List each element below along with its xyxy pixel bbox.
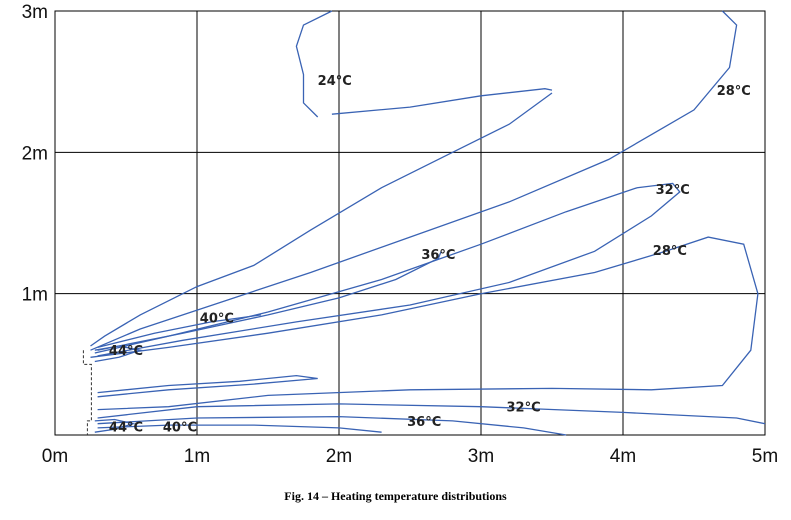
y-tick-label: 3m <box>22 2 48 23</box>
x-tick-label: 0m <box>42 446 68 467</box>
grid-lines <box>55 11 765 435</box>
contour-line <box>90 92 553 347</box>
contour-label: 24°C <box>318 74 352 89</box>
contour-line <box>97 374 318 398</box>
contour-line <box>97 415 567 436</box>
contour-line <box>331 88 553 115</box>
contour-label: 36°C <box>407 415 441 430</box>
x-tick-label: 4m <box>610 446 636 467</box>
axes <box>54 10 766 436</box>
contour-label: 44°C <box>109 344 143 359</box>
contour-line <box>90 10 738 351</box>
contour-line <box>97 403 766 425</box>
y-tick-label: 1m <box>22 285 48 306</box>
contour-line <box>97 251 442 351</box>
contour-label: 32°C <box>656 183 690 198</box>
x-tick-label: 3m <box>468 446 494 467</box>
contour-chart: 24°C 28°C 32°C 36°C 28°C 40°C 44°C 32°C 36°C 44°C… <box>22 2 779 467</box>
contour-label: 40°C <box>163 420 197 435</box>
contour-line <box>94 418 136 433</box>
figure-caption: Fig. 14 – Heating temperature distributi… <box>284 489 507 503</box>
contour-line <box>94 182 681 357</box>
x-tick-label: 1m <box>184 446 210 467</box>
plot-frame <box>54 10 766 436</box>
contour-label: 28°C <box>653 244 687 259</box>
contour-line <box>295 10 333 118</box>
contour-label: 28°C <box>717 84 751 99</box>
contour-label: 36°C <box>421 248 455 263</box>
tick-labels: 0m 1m 2m 3m 4m 5m 3m 2m 1m <box>22 2 779 467</box>
contour-line <box>97 424 382 433</box>
contour-label: 44°C <box>109 420 143 435</box>
y-tick-label: 2m <box>22 143 48 164</box>
contour-line <box>97 314 261 349</box>
heater-outline <box>82 350 92 435</box>
x-tick-label: 2m <box>326 446 352 467</box>
x-tick-label: 5m <box>752 446 778 467</box>
contour-labels: 24°C 28°C 32°C 36°C 28°C 40°C 44°C 32°C 36°C 44°C… <box>109 74 751 435</box>
contour-line <box>90 236 759 411</box>
contour-line <box>94 345 143 363</box>
contour-label: 40°C <box>200 312 234 327</box>
contour-lines <box>82 10 766 436</box>
contour-label: 32°C <box>507 401 541 416</box>
